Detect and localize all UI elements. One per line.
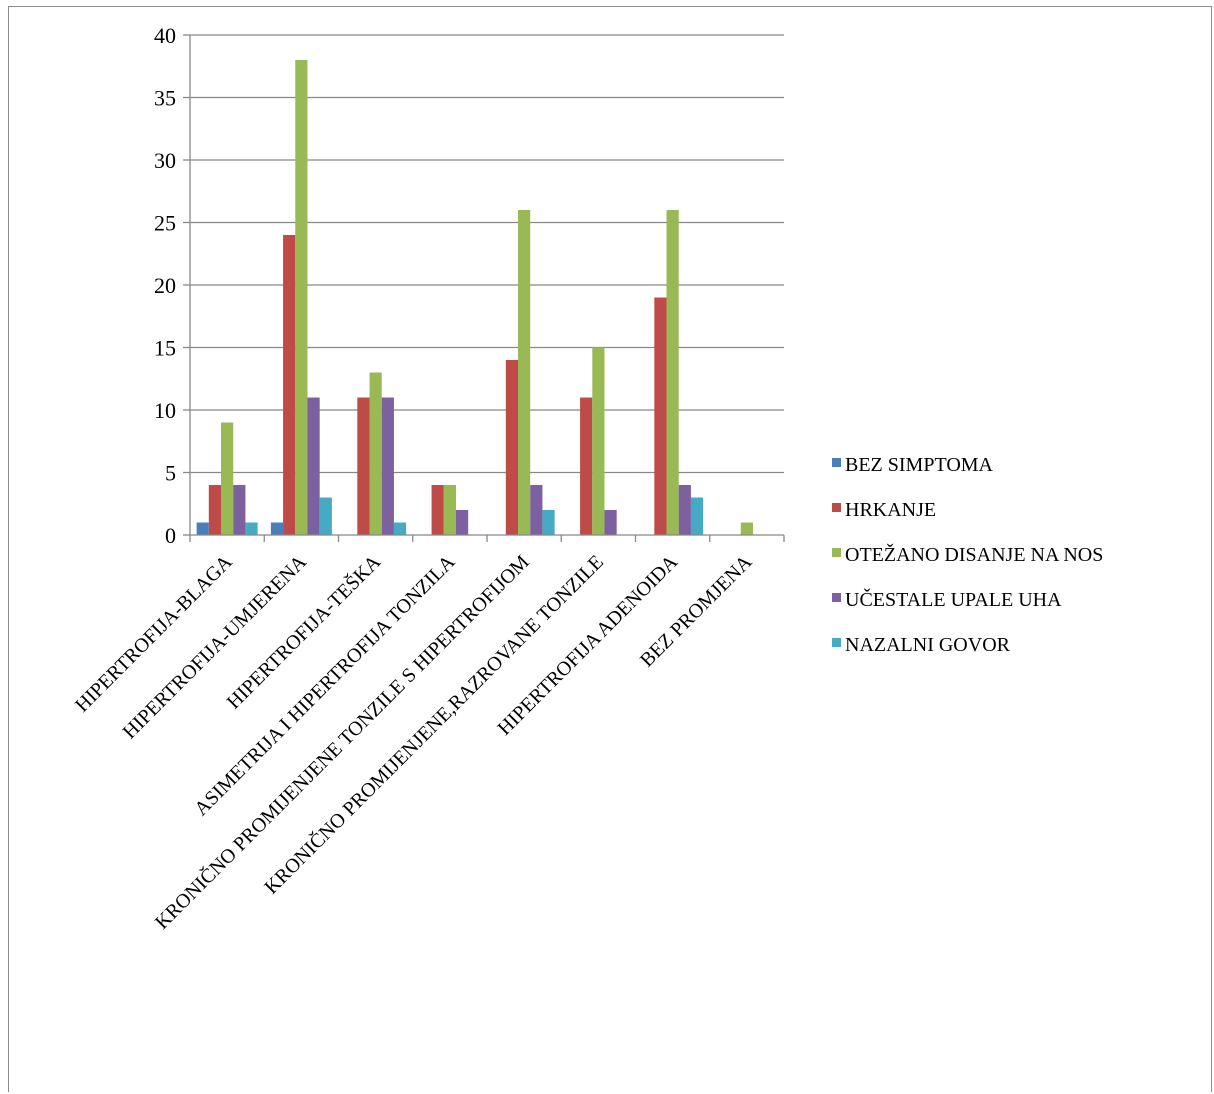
category-label: ASIMETRIJA I HIPERTROFIJA TONZILA — [190, 551, 460, 821]
y-tick-label: 30 — [154, 148, 176, 173]
bar — [604, 510, 617, 535]
bar — [208, 485, 222, 535]
y-tick-label: 25 — [154, 211, 176, 236]
legend: BEZ SIMPTOMA HRKANJE OTEŽANO DISANJE NA NO… — [832, 454, 1103, 656]
bar — [518, 210, 531, 535]
category-label: KRONIČNO PROMIJENJENE,RAZROVANE TONZILE — [259, 550, 608, 899]
legend-swatch — [832, 503, 841, 512]
bar — [654, 297, 667, 535]
y-tick-label: 10 — [154, 398, 176, 423]
legend-swatch — [832, 593, 841, 602]
x-axis-category-labels: HIPERTROFIJA-BLAGAHIPERTROFIJA-UMJERENAH… — [71, 549, 757, 933]
y-axis-tick-labels: 0 5 10 15 20 25 30 35 40 — [154, 23, 176, 548]
legend-swatch — [832, 458, 841, 467]
bar — [319, 497, 332, 535]
bar — [307, 397, 320, 535]
bar — [357, 397, 370, 535]
legend-swatch — [832, 638, 841, 647]
y-tick-label: 15 — [154, 336, 176, 361]
bar — [542, 510, 555, 535]
bar — [455, 510, 469, 535]
bar — [270, 522, 284, 535]
bars — [196, 60, 753, 535]
bar — [443, 485, 456, 535]
legend-label: NAZALNI GOVOR — [845, 634, 1011, 656]
bar — [690, 497, 704, 535]
legend-label: HRKANJE — [845, 499, 936, 521]
bar — [393, 522, 407, 535]
bar — [295, 60, 308, 535]
axes — [183, 34, 785, 542]
bar — [431, 485, 444, 535]
bar — [580, 397, 593, 535]
bar — [233, 485, 246, 535]
y-tick-label: 35 — [154, 86, 176, 111]
bar — [592, 347, 605, 535]
legend-label: UČESTALE UPALE UHA — [845, 587, 1062, 611]
bar — [381, 397, 394, 535]
gridlines — [190, 34, 784, 474]
y-tick-label: 5 — [165, 461, 176, 486]
bar — [678, 485, 691, 535]
bar — [245, 522, 258, 535]
legend-label: BEZ SIMPTOMA — [845, 454, 994, 476]
legend-swatch — [832, 548, 841, 557]
bar — [369, 372, 382, 535]
chart-frame — [8, 6, 1212, 1092]
y-tick-label: 0 — [165, 523, 176, 548]
bar — [196, 522, 209, 535]
legend-label: OTEŽANO DISANJE NA NOS — [845, 543, 1103, 566]
bar — [505, 360, 519, 535]
bar — [666, 210, 679, 535]
bar — [740, 522, 753, 535]
bar — [221, 422, 234, 535]
y-tick-label: 20 — [154, 273, 176, 298]
y-tick-label: 40 — [154, 23, 176, 48]
bar — [283, 235, 296, 535]
bar — [530, 485, 543, 535]
